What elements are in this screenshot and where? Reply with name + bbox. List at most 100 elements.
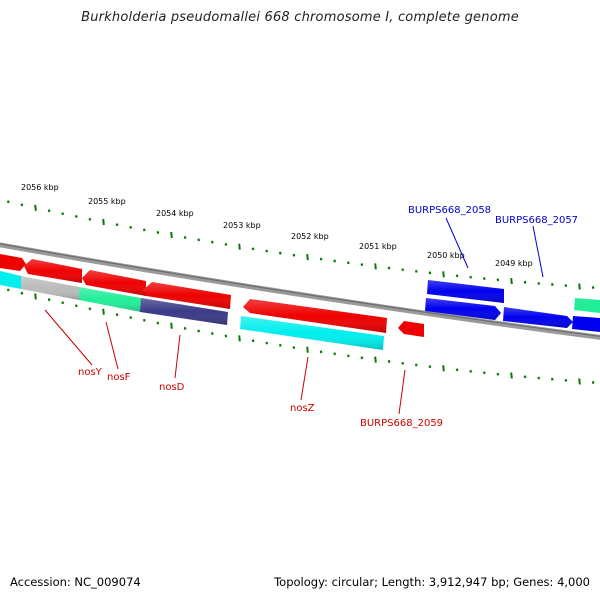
- minor-tick: [482, 277, 486, 281]
- minor-tick: [292, 346, 296, 350]
- inner-tick-ring: [6, 288, 595, 385]
- minor-tick: [197, 238, 201, 242]
- gene-cyan-left[interactable]: [0, 271, 21, 289]
- gene-shading: [21, 259, 573, 350]
- minor-tick: [47, 298, 51, 302]
- gene-blue-b[interactable]: [572, 316, 600, 332]
- gene-red-1[interactable]: [0, 254, 26, 271]
- minor-tick: [455, 274, 459, 278]
- minor-tick: [482, 371, 486, 375]
- scale-label-2056: 2056 kbp: [21, 183, 59, 192]
- major-tick: [306, 346, 309, 353]
- minor-tick: [469, 369, 473, 373]
- major-tick: [238, 243, 241, 250]
- leader-nosD: [174, 334, 181, 379]
- scale-label-2049: 2049 kbp: [495, 259, 533, 268]
- leader-nosZ: [300, 356, 309, 401]
- major-tick: [374, 356, 377, 363]
- genome-summary: Topology: circular; Length: 3,912,947 bp…: [274, 575, 590, 589]
- gene-red-2059[interactable]: [398, 321, 424, 337]
- minor-tick: [251, 247, 255, 251]
- minor-tick: [251, 339, 255, 343]
- minor-tick: [115, 313, 119, 317]
- minor-tick: [142, 318, 146, 322]
- major-tick: [238, 335, 241, 342]
- minor-tick: [47, 209, 51, 213]
- leader-nosF: [105, 321, 119, 370]
- minor-tick: [183, 235, 187, 239]
- major-tick: [102, 308, 105, 315]
- scale-label-2050: 2050 kbp: [427, 251, 465, 260]
- minor-tick: [523, 375, 527, 379]
- minor-tick: [278, 343, 282, 347]
- gene-green-right[interactable]: [574, 298, 600, 313]
- minor-tick: [224, 334, 228, 338]
- minor-tick: [20, 291, 24, 295]
- gene-label-2059[interactable]: BURPS668_2059: [360, 418, 443, 429]
- minor-tick: [142, 228, 146, 232]
- gene-label-2057[interactable]: BURPS668_2057: [495, 215, 578, 226]
- minor-tick: [550, 377, 554, 381]
- scale-labels: 2056 kbp 2055 kbp 2054 kbp 2053 kbp 2052…: [21, 183, 533, 268]
- minor-tick: [61, 212, 65, 216]
- gene-labels: nosY nosF nosD nosZ BURPS668_2059 BURPS6…: [78, 205, 578, 429]
- outer-tick-ring: [6, 200, 595, 290]
- minor-tick: [183, 326, 187, 330]
- minor-tick: [537, 281, 541, 285]
- scale-label-2054: 2054 kbp: [156, 209, 194, 218]
- minor-tick: [360, 263, 364, 267]
- major-tick: [374, 263, 377, 270]
- minor-tick: [20, 203, 24, 207]
- minor-tick: [156, 321, 160, 325]
- minor-tick: [496, 372, 500, 376]
- accession-label: Accession: NC_009074: [10, 575, 141, 589]
- gene-label-nosY[interactable]: nosY: [78, 367, 103, 378]
- scale-label-2052: 2052 kbp: [291, 232, 329, 241]
- scale-label-2051: 2051 kbp: [359, 242, 397, 251]
- major-tick: [34, 204, 37, 211]
- leader-2058: [445, 217, 469, 269]
- gene-label-nosZ[interactable]: nosZ: [290, 403, 315, 414]
- minor-tick: [224, 242, 228, 246]
- minor-tick: [265, 249, 269, 253]
- chromosome-backbone-highlight: [0, 243, 600, 337]
- gene-label-nosD[interactable]: nosD: [159, 382, 185, 393]
- major-tick: [578, 283, 581, 290]
- minor-tick: [319, 257, 323, 261]
- gene-label-nosF[interactable]: nosF: [107, 372, 131, 383]
- minor-tick: [591, 286, 595, 289]
- minor-tick: [537, 376, 541, 380]
- major-tick: [442, 365, 445, 372]
- major-tick: [510, 372, 513, 379]
- minor-tick: [197, 329, 201, 333]
- major-tick: [510, 277, 513, 285]
- minor-tick: [469, 275, 473, 279]
- major-tick: [34, 293, 37, 300]
- minor-tick: [292, 253, 296, 257]
- minor-tick: [550, 283, 554, 286]
- major-tick: [442, 271, 445, 278]
- chromosome-backbone: [0, 242, 600, 340]
- minor-tick: [360, 356, 364, 360]
- minor-tick: [129, 316, 133, 320]
- major-tick: [170, 231, 173, 239]
- leader-nosY: [44, 309, 93, 366]
- minor-tick: [265, 341, 269, 345]
- minor-tick: [346, 261, 350, 265]
- minor-tick: [333, 259, 337, 263]
- label-leaders: [44, 217, 544, 415]
- major-tick: [102, 218, 105, 226]
- scale-label-2053: 2053 kbp: [223, 221, 261, 230]
- minor-tick: [115, 223, 119, 227]
- minor-tick: [414, 363, 418, 367]
- minor-tick: [496, 278, 500, 282]
- minor-tick: [401, 361, 405, 365]
- minor-tick: [61, 301, 65, 305]
- minor-tick: [74, 215, 78, 218]
- minor-tick: [333, 352, 337, 356]
- scale-label-2055: 2055 kbp: [88, 197, 126, 206]
- major-tick: [170, 322, 173, 329]
- gene-label-2058[interactable]: BURPS668_2058: [408, 205, 491, 216]
- minor-tick: [129, 225, 133, 229]
